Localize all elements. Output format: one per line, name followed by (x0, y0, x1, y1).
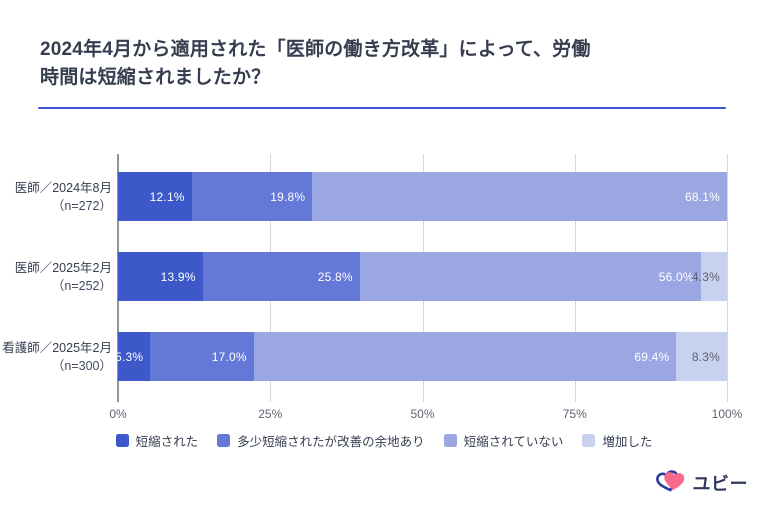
legend: 短縮された 多少短縮されたが改善の余地あり 短縮されていない 増加した (0, 430, 768, 450)
bar-value-label: 12.1% (149, 189, 185, 204)
legend-label: 短縮されていない (463, 434, 564, 449)
legend-item: 短縮されていない (443, 431, 564, 450)
bar-value-label: 5.3% (115, 349, 144, 364)
bar-segment: 68.1% (312, 172, 727, 221)
bar-segment: 12.1% (118, 172, 192, 221)
bar-segment: 25.8% (202, 252, 360, 301)
x-tick-label: 50% (410, 407, 435, 421)
legend-item: 多少短縮されたが改善の余地あり (217, 431, 425, 450)
bar-segment: 8.3% (676, 332, 727, 381)
legend-label: 増加した (602, 434, 653, 449)
legend-label: 多少短縮されたが改善の余地あり (237, 434, 425, 449)
legend-item: 増加した (582, 431, 652, 450)
bar-segment: 5.3% (115, 332, 151, 381)
legend-swatch-icon (582, 433, 596, 447)
bar-segment: 69.4% (253, 332, 677, 381)
chart-title-line1: 2024年4月から適用された「医師の働き方改革」によって、労働 (40, 39, 591, 60)
x-tick-label: 75% (562, 407, 587, 421)
category-labels: 医師／2024年8月 （n=272） 医師／2025年2月 （n=252） 看護師／20… (0, 154, 112, 402)
category-label-2: 医師／2025年2月 （n=252） (0, 259, 112, 295)
bar-value-label: 17.0% (211, 349, 247, 364)
category-sample-size: （n=272） (51, 198, 112, 213)
logo-text: ユビー (692, 473, 748, 494)
legend-swatch-icon (115, 433, 129, 447)
bar-segment: 19.8% (191, 172, 313, 221)
bar-value-label: 13.9% (160, 269, 196, 284)
heart-icon (655, 470, 684, 492)
bar-value-label: 56.0% (658, 269, 694, 284)
bar-value-label: 69.4% (634, 349, 670, 364)
legend-label: 短縮された (135, 434, 199, 449)
bar-row-1: 12.1% 19.8% 68.1% (118, 172, 727, 221)
bar-segment: 56.0% (359, 252, 701, 301)
ubie-logo: ユビー (655, 468, 749, 497)
title-underline (38, 107, 726, 109)
gridline-100% (727, 154, 728, 402)
x-tick-label: 100% (711, 407, 743, 421)
legend-item: 短縮された (115, 431, 199, 450)
x-tick-label: 25% (258, 407, 283, 421)
bar-value-label: 4.3% (691, 269, 720, 284)
chart-title: 2024年4月から適用された「医師の働き方改革」によって、労働 時間は短縮されま… (40, 36, 740, 92)
bar-value-label: 68.1% (684, 189, 720, 204)
x-tick-label: 0% (109, 407, 127, 421)
category-name: 医師／2025年2月 (14, 260, 112, 275)
legend-swatch-icon (443, 433, 457, 447)
bar-row-3: 5.3% 17.0% 69.4% 8.3% (115, 332, 727, 381)
legend-swatch-icon (217, 433, 231, 447)
bar-value-label: 19.8% (270, 189, 306, 204)
bar-segment: 17.0% (150, 332, 254, 381)
bar-segment: 13.9% (118, 252, 203, 301)
category-name: 医師／2024年8月 (14, 180, 112, 195)
bar-segment: 4.3% (692, 252, 727, 301)
bar-value-label: 25.8% (317, 269, 353, 284)
bar-row-2: 13.9% 25.8% 56.0% 4.3% (118, 252, 727, 301)
chart-title-line2: 時間は短縮されましたか？ (40, 67, 271, 88)
category-sample-size: （n=252） (51, 278, 112, 293)
category-label-1: 医師／2024年8月 （n=272） (0, 179, 112, 215)
category-label-3: 看護師／2025年2月 （n=300） (0, 339, 112, 375)
category-sample-size: （n=300） (51, 358, 112, 373)
category-name: 看護師／2025年2月 (2, 340, 112, 355)
plot-area: 12.1% 19.8% 68.1% 13.9% 25.8% 56.0% 4.3% 5.3% 17… (115, 154, 728, 402)
bar-value-label: 8.3% (691, 349, 720, 364)
x-axis: 0% 25% 50% 75% 100% (109, 407, 742, 423)
